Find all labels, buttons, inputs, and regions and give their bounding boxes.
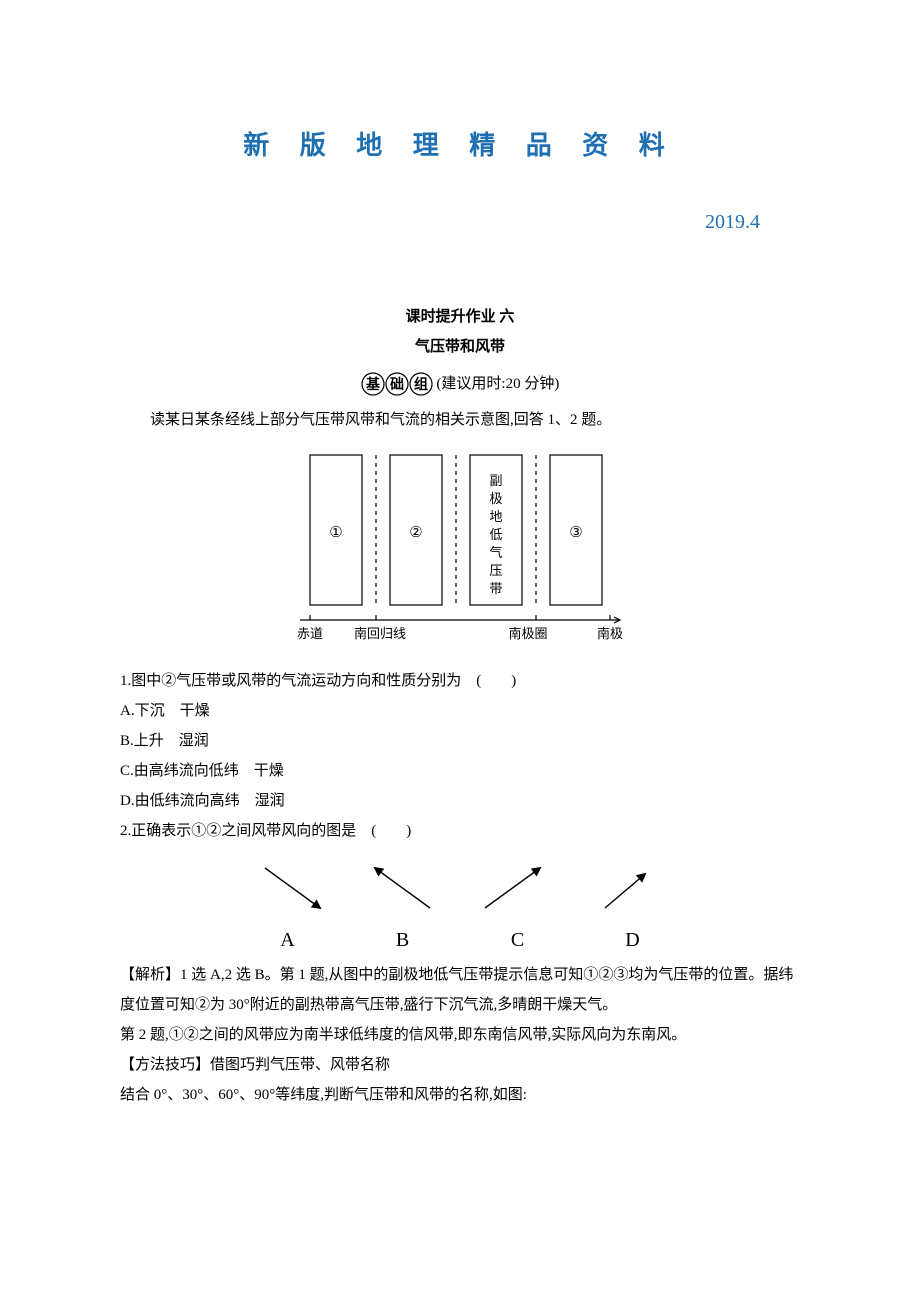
axis-label-1: 赤道: [297, 626, 323, 641]
analysis-line-1: 【解析】1 选 A,2 选 B。第 1 题,从图中的副极地低气压带提示信息可知①…: [120, 960, 800, 1020]
axis-label-4: 南极: [597, 626, 623, 641]
arrow-label-d: D: [578, 920, 688, 960]
section-topic: 气压带和风带: [120, 332, 800, 362]
badge-char-2: 础: [390, 376, 404, 393]
arrow-label-c: C: [463, 920, 573, 960]
axis-label-2: 南回归线: [354, 626, 406, 641]
q1-option-a: A.下沉 干燥: [120, 696, 800, 726]
diagram1-box3-label: ③: [569, 525, 582, 541]
q1-stem: 1.图中②气压带或风带的气流运动方向和性质分别为 ( ): [120, 666, 800, 696]
q2-stem: 2.正确表示①②之间风带风向的图是 ( ): [120, 816, 800, 846]
svg-text:极: 极: [489, 491, 502, 506]
arrow-option-labels: A B C D: [120, 920, 800, 960]
section-subtitle: 课时提升作业 六: [120, 302, 800, 332]
svg-text:低: 低: [489, 527, 502, 542]
analysis-line-3: 【方法技巧】借图巧判气压带、风带名称: [120, 1050, 800, 1080]
diagram1-box2-label: ②: [409, 525, 422, 541]
badge-char-1: 基: [366, 376, 381, 393]
q1-option-b: B.上升 湿润: [120, 726, 800, 756]
svg-text:压: 压: [489, 563, 502, 578]
time-hint: (建议用时:20 分钟): [436, 369, 559, 399]
diagram1-col-label: 副 极 地 低 气 压 带: [489, 473, 502, 596]
badge-char-3: 组: [414, 376, 428, 393]
wind-arrows-diagram: [120, 860, 800, 916]
page-main-title: 新 版 地 理 精 品 资 料: [120, 120, 800, 172]
axis-label-3: 南极圈: [508, 626, 547, 641]
svg-text:带: 带: [489, 581, 502, 596]
arrow-label-a: A: [233, 920, 343, 960]
svg-text:副: 副: [489, 473, 502, 488]
intro-text: 读某日某条经线上部分气压带风带和气流的相关示意图,回答 1、2 题。: [120, 405, 800, 435]
q1-option-c: C.由高纬流向低纬 干燥: [120, 756, 800, 786]
q1-option-d: D.由低纬流向高纬 湿润: [120, 786, 800, 816]
page-date: 2019.4: [120, 202, 800, 242]
analysis-line-2: 第 2 题,①②之间的风带应为南半球低纬度的信风带,即东南信风带,实际风向为东南…: [120, 1020, 800, 1050]
pressure-belt-diagram: ① ② ③ 副 极 地 低 气 压 带 赤道 南回归线 南极圈 南极: [120, 445, 800, 656]
analysis-line-4: 结合 0°、30°、60°、90°等纬度,判断气压带和风带的名称,如图:: [120, 1080, 800, 1110]
svg-text:地: 地: [489, 509, 502, 524]
badge-row: 基 础 组 (建议用时:20 分钟): [120, 368, 800, 399]
diagram1-box1-label: ①: [329, 525, 342, 541]
arrow-label-b: B: [348, 920, 458, 960]
svg-text:气: 气: [489, 545, 502, 560]
badge-icon: 基 础 组: [361, 371, 433, 397]
